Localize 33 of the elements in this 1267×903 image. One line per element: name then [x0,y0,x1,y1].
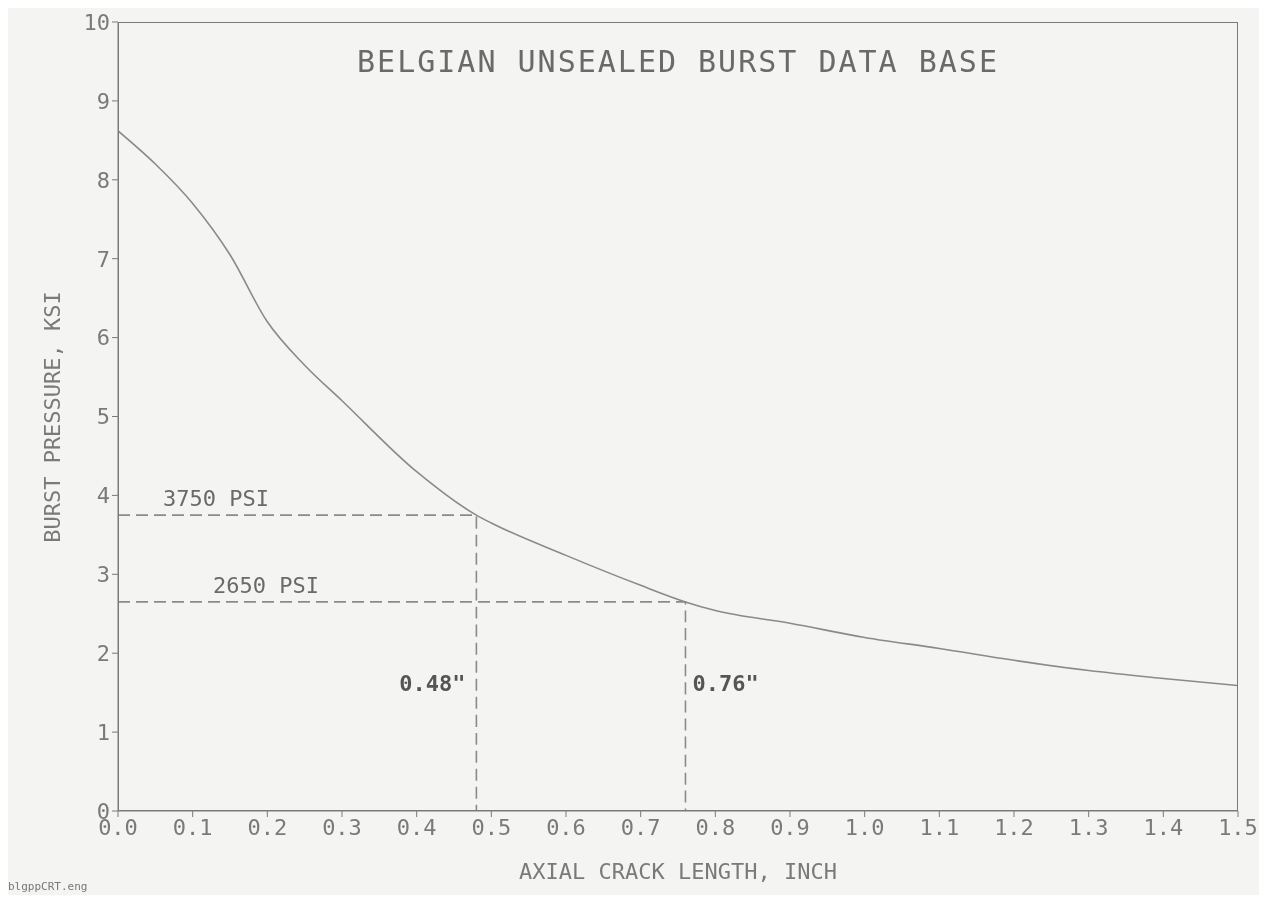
x-tick-label: 1.4 [1143,814,1184,840]
annotation: 0.48" [399,671,466,696]
y-tick-label: 2 [96,641,110,667]
x-tick-label: 0.1 [172,814,213,840]
y-axis-title: BURST PRESSURE, KSI [40,290,65,543]
x-tick-label: 0.6 [546,814,586,840]
x-tick-label: 0.7 [620,814,661,840]
text: BELGIAN UNSEALED BURST DATA BASE [356,44,1000,79]
x-tick-label: 0.9 [770,814,810,840]
x-tick-label: 1.1 [919,814,960,840]
x-tick-label: 1.2 [994,814,1034,840]
x-tick-label: 0.2 [247,814,288,840]
x-tick-label: 1.5 [1218,814,1258,840]
text: blgppCRT.eng [8,880,88,893]
annotation: 2650 PSI [213,572,319,598]
y-tick-label: 4 [96,483,110,509]
y-tick-label: 10 [83,9,110,35]
x-tick-label: 1.3 [1068,814,1109,840]
x-tick-label: 1.0 [844,814,885,840]
y-tick-label: 7 [96,246,110,272]
y-tick-label: 8 [96,167,110,193]
x-tick-label: 0.3 [322,814,362,840]
x-tick-label: 0.8 [695,814,736,840]
y-tick-label: 5 [96,404,110,430]
x-axis-title: AXIAL CRACK LENGTH, INCH [519,859,837,884]
y-tick-label: 1 [96,719,110,745]
y-tick-label: 6 [96,325,110,351]
y-tick-label: 9 [96,88,110,114]
annotation: 0.76" [692,671,759,696]
annotation: 3750 PSI [163,485,269,511]
x-tick-label: 0.5 [471,814,512,840]
x-tick-label: 0.4 [396,814,437,840]
y-tick-label: 3 [96,562,110,588]
